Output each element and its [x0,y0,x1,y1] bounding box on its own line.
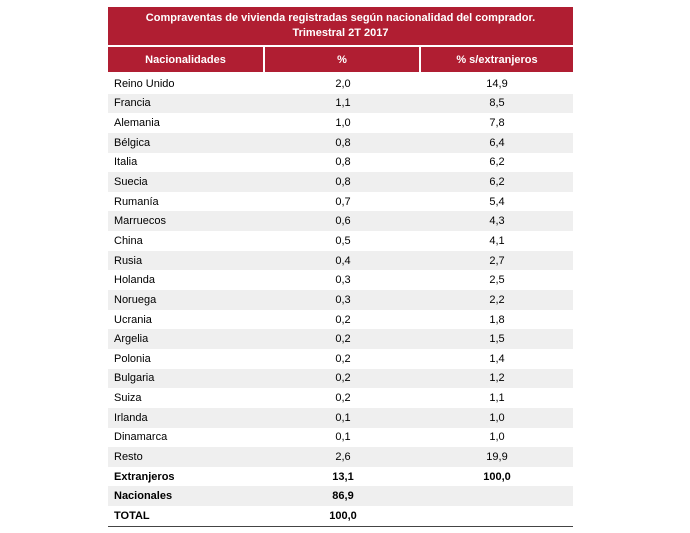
cell-nationality: TOTAL [114,509,150,522]
table-title-line-1: Compraventas de vivienda registradas seg… [145,12,536,24]
cell-nationality: Bulgaria [114,372,155,385]
cell-pct: 86,9 [332,490,354,503]
cell-pct-extranjeros: 6,4 [489,136,505,149]
header-nacionalidades: Nacionalidades [108,47,263,72]
table-row: Nacionales 86,9 [108,486,573,507]
table-row: Bulgaria 0,2 1,2 [108,368,573,389]
cell-pct-extranjeros: 14,9 [486,77,508,90]
cell-pct-extranjeros: 7,8 [489,117,505,130]
cell-pct: 0,5 [335,234,351,247]
cell-nationality: Extranjeros [114,470,175,483]
cell-pct-extranjeros: 1,1 [489,392,505,405]
cell-nationality: Nacionales [114,490,173,503]
cell-nationality: Marruecos [114,215,166,228]
cell-pct: 1,1 [335,97,351,110]
cell-pct: 0,1 [335,411,351,424]
table-row: Rusia 0,4 2,7 [108,250,573,271]
cell-nationality: Dinamarca [114,431,168,444]
cell-nationality: Argelia [114,333,149,346]
cell-pct-extranjeros: 6,2 [489,176,505,189]
table-title-line-2: Trimestral 2T 2017 [292,27,389,39]
cell-pct: 0,2 [335,392,351,405]
cell-pct: 100,0 [329,509,357,522]
cell-nationality: Noruega [114,293,157,306]
cell-pct-extranjeros: 1,8 [489,313,505,326]
table-title: Compraventas de vivienda registradas seg… [108,7,573,45]
header-pct: % [265,47,419,72]
cell-nationality: Polonia [114,352,151,365]
table-row: Francia 1,1 8,5 [108,93,573,114]
cell-nationality: Bélgica [114,136,151,149]
table-row: Bélgica 0,8 6,4 [108,132,573,153]
cell-pct: 0,8 [335,136,351,149]
cell-pct-extranjeros: 1,5 [489,333,505,346]
cell-nationality: Alemania [114,117,160,130]
cell-pct-extranjeros: 4,1 [489,234,505,247]
cell-pct-extranjeros: 1,0 [489,411,505,424]
header-pct-extranjeros: % s/extranjeros [421,47,573,72]
cell-pct: 0,1 [335,431,351,444]
cell-pct-extranjeros: 4,3 [489,215,505,228]
cell-nationality: Reino Unido [114,77,175,90]
cell-pct: 1,0 [335,117,351,130]
cell-pct-extranjeros: 1,0 [489,431,505,444]
cell-nationality: China [114,234,143,247]
cell-pct-extranjeros: 5,4 [489,195,505,208]
table-row: Suiza 0,2 1,1 [108,388,573,408]
cell-pct-extranjeros: 6,2 [489,156,505,169]
cell-pct: 0,4 [335,254,351,267]
cell-pct: 0,3 [335,274,351,287]
cell-nationality: Suecia [114,176,148,189]
table-row: Extranjeros 13,1 100,0 [108,467,573,487]
table-header-row: Nacionalidades % % s/extranjeros [108,47,573,72]
cell-pct: 0,2 [335,313,351,326]
table-row: China 0,5 4,1 [108,231,573,251]
cell-nationality: Francia [114,97,151,110]
table-row: Reino Unido 2,0 14,9 [108,74,573,94]
cell-nationality: Resto [114,450,143,463]
table-body: Reino Unido 2,0 14,9 Francia 1,1 8,5 Alemania 1… [108,74,573,527]
table-row: Argelia 0,2 1,5 [108,329,573,349]
table-row: Resto 2,6 19,9 [108,447,573,467]
table-row: Ucrania 0,2 1,8 [108,310,573,330]
cell-pct: 0,8 [335,156,351,169]
cell-pct: 0,8 [335,176,351,189]
table-row: Holanda 0,3 2,5 [108,270,573,290]
table-row: Alemania 1,0 7,8 [108,113,573,133]
table-row: Marruecos 0,6 4,3 [108,211,573,232]
cell-pct: 0,2 [335,372,351,385]
cell-nationality: Irlanda [114,411,148,424]
cell-pct: 0,7 [335,195,351,208]
cell-pct: 0,2 [335,352,351,365]
cell-nationality: Rumanía [114,195,159,208]
cell-pct-extranjeros: 2,5 [489,274,505,287]
table-row: Noruega 0,3 2,2 [108,290,573,310]
cell-nationality: Holanda [114,274,155,287]
cell-pct: 0,3 [335,293,351,306]
table-row: Rumanía 0,7 5,4 [108,192,573,212]
cell-pct-extranjeros: 8,5 [489,97,505,110]
cell-pct-extranjeros: 2,7 [489,254,505,267]
cell-pct: 0,6 [335,215,351,228]
cell-pct-extranjeros: 100,0 [483,470,511,483]
table-row: Suecia 0,8 6,2 [108,172,573,192]
table-row: Irlanda 0,1 1,0 [108,407,573,428]
nationality-table: Compraventas de vivienda registradas seg… [108,7,573,527]
table-row: Polonia 0,2 1,4 [108,349,573,369]
cell-pct: 2,0 [335,77,351,90]
cell-nationality: Rusia [114,254,143,267]
cell-pct: 13,1 [332,470,354,483]
cell-nationality: Italia [114,156,138,169]
cell-pct-extranjeros: 19,9 [486,450,508,463]
cell-pct-extranjeros: 2,2 [489,293,505,306]
table-row: Italia 0,8 6,2 [108,153,573,173]
cell-nationality: Suiza [114,392,142,405]
table-row: Dinamarca 0,1 1,0 [108,428,573,448]
table-row: TOTAL 100,0 [108,506,573,527]
cell-pct-extranjeros: 1,2 [489,372,505,385]
cell-pct: 2,6 [335,450,351,463]
cell-pct: 0,2 [335,333,351,346]
cell-pct-extranjeros: 1,4 [489,352,505,365]
cell-nationality: Ucrania [114,313,152,326]
